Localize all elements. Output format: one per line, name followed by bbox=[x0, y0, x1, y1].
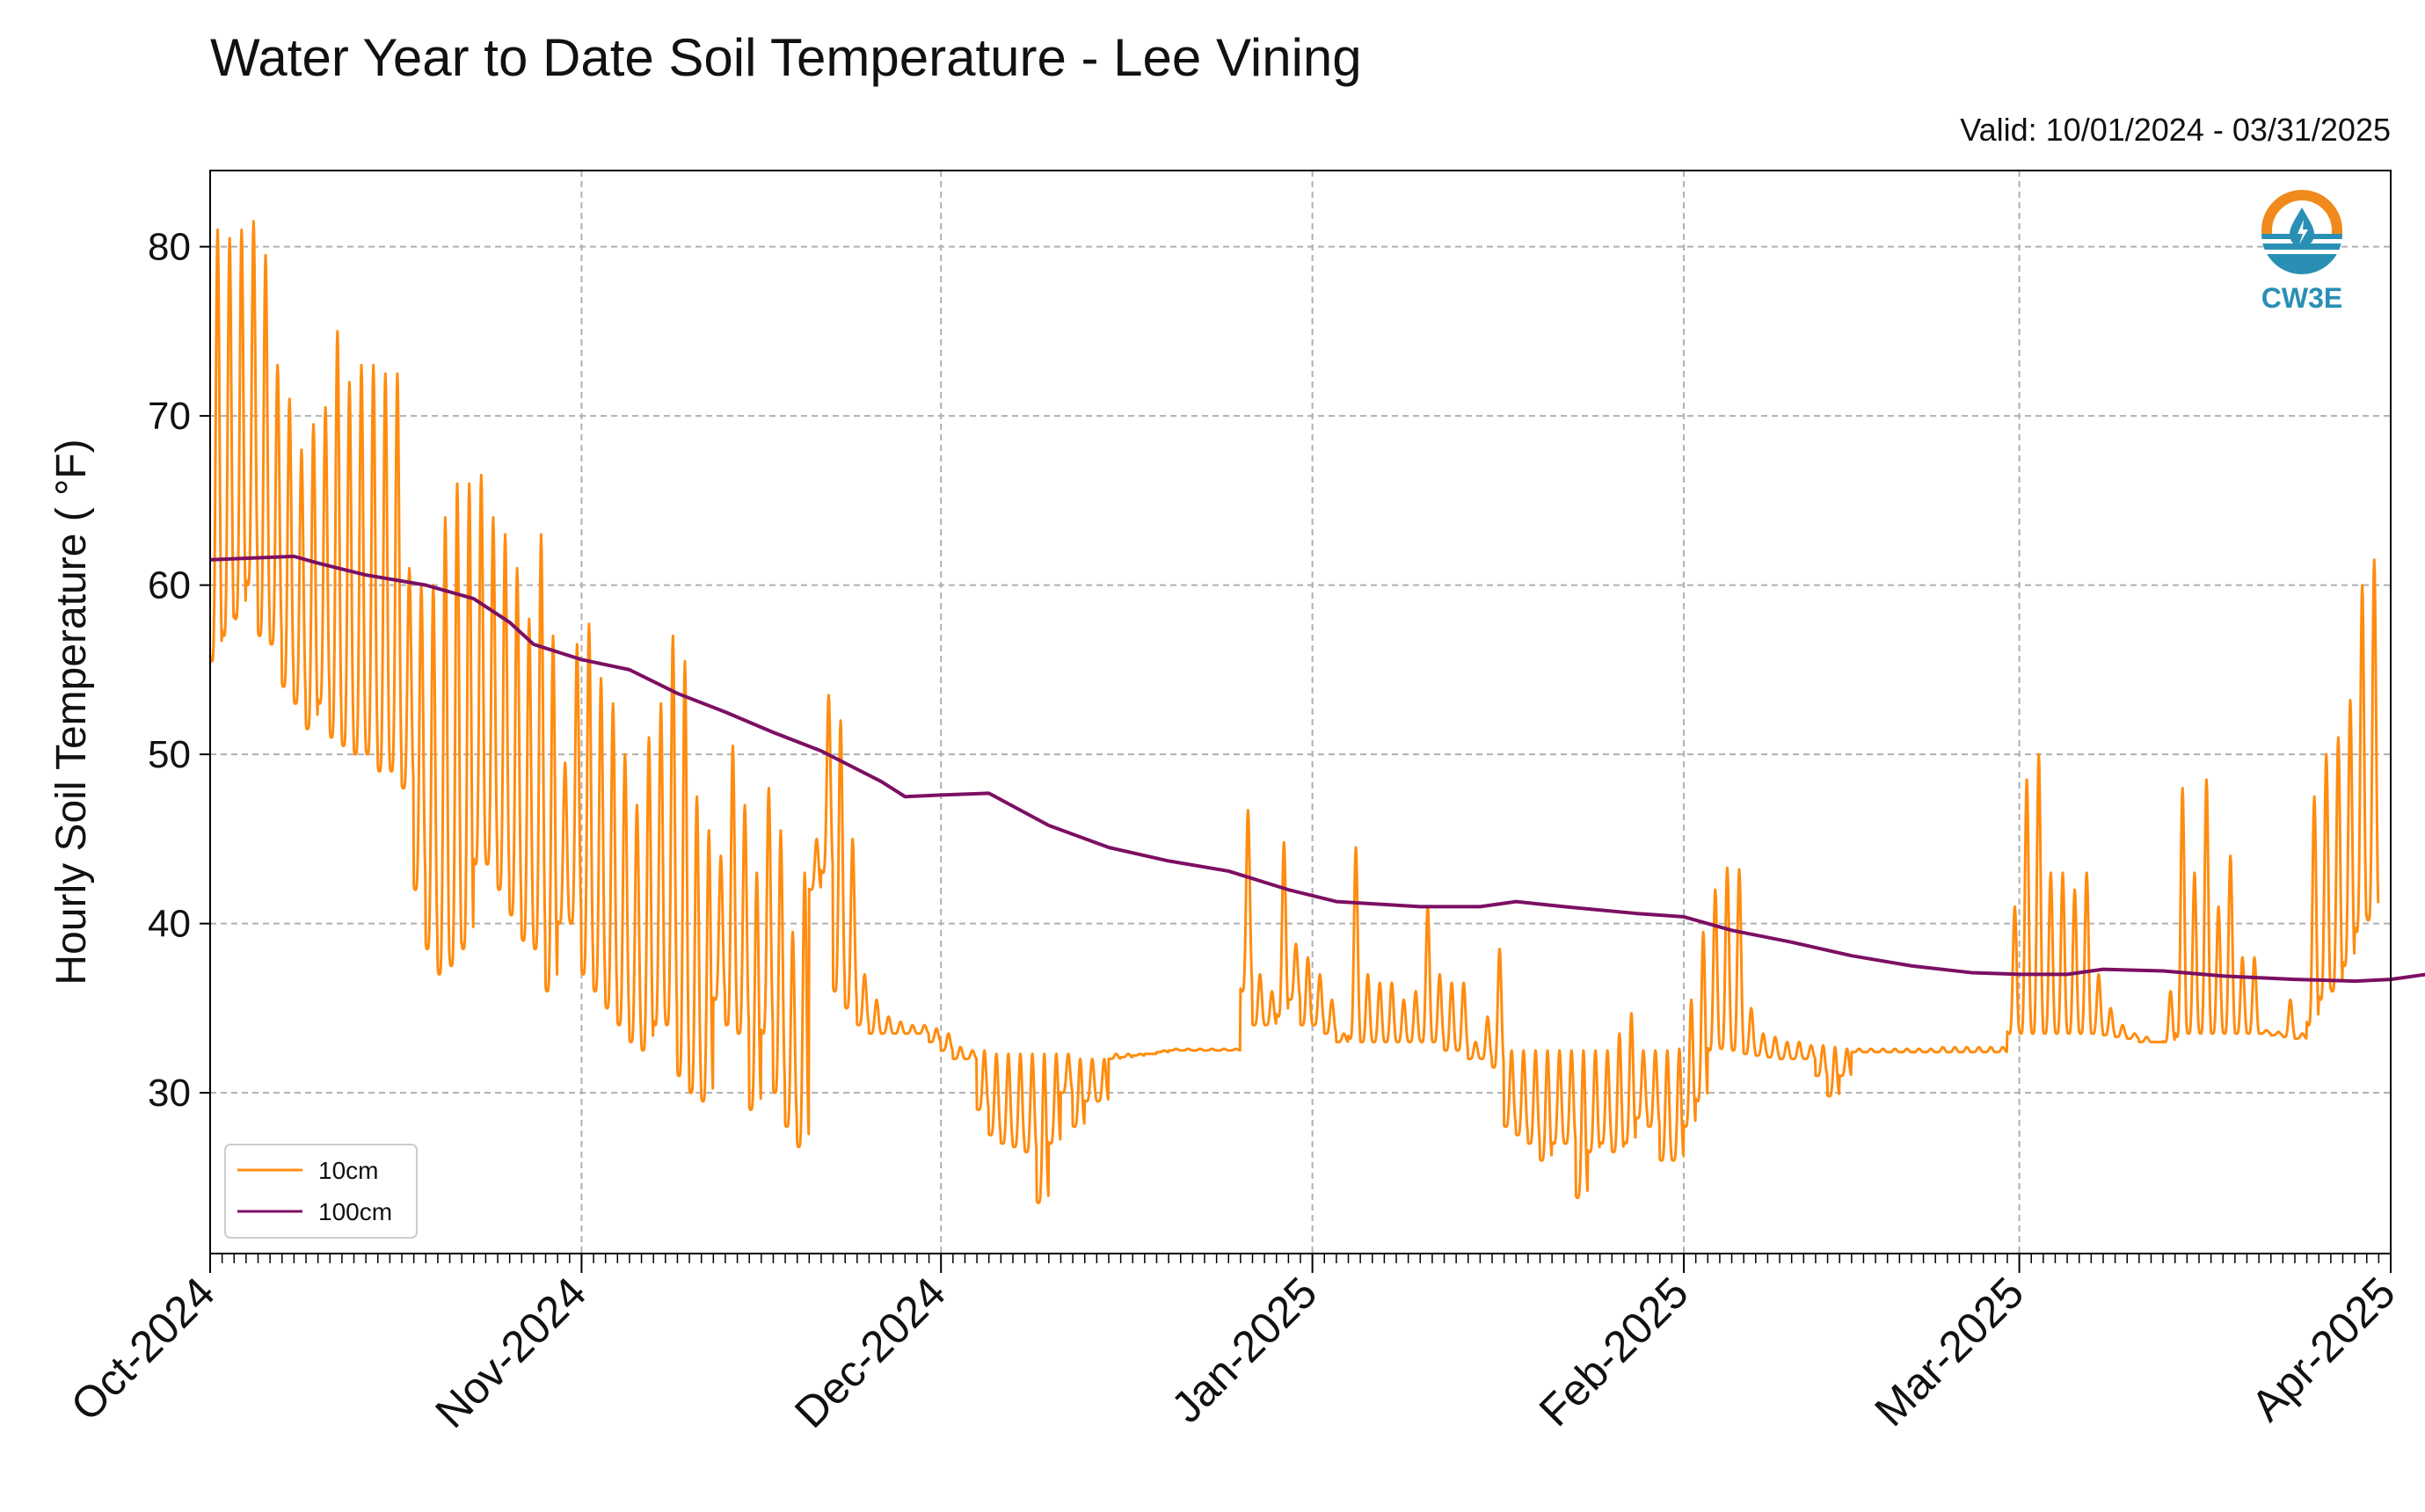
x-tick-label: Oct-2024 bbox=[62, 1268, 224, 1430]
x-tick-label: Dec-2024 bbox=[785, 1268, 955, 1437]
chart-title: Water Year to Date Soil Temperature - Le… bbox=[210, 28, 1362, 87]
x-tick-label: Mar-2025 bbox=[1865, 1268, 2033, 1436]
series-10cm bbox=[208, 220, 2380, 1204]
axis-ticks bbox=[200, 245, 2392, 1273]
plot-frame bbox=[209, 170, 2392, 1254]
line-100cm bbox=[209, 554, 2425, 984]
cw3e-water-drop-logo: CW3E bbox=[2261, 190, 2342, 314]
x-tick-label: Apr-2025 bbox=[2242, 1268, 2405, 1430]
grid-lines bbox=[210, 171, 2391, 1254]
y-axis-label: Hourly Soil Temperature ( °F) bbox=[48, 439, 95, 985]
legend-label-100cm: 100cm bbox=[318, 1198, 392, 1225]
y-tick-labels: 30 40 50 60 70 80 bbox=[148, 226, 191, 1116]
valid-range: Valid: 10/01/2024 - 03/31/2025 bbox=[1960, 112, 2391, 148]
legend: 10cm 100cm bbox=[224, 1144, 418, 1239]
x-tick-label: Nov-2024 bbox=[426, 1268, 595, 1437]
line-10cm bbox=[208, 220, 2380, 1204]
y-tick-label: 50 bbox=[148, 733, 191, 776]
y-tick-label: 70 bbox=[148, 395, 191, 438]
series-100cm bbox=[209, 554, 2425, 984]
logo-text: CW3E bbox=[2261, 282, 2342, 314]
y-tick-label: 40 bbox=[148, 903, 191, 946]
x-tick-labels: Oct-2024 Nov-2024 Dec-2024 Jan-2025 Feb-2025… bbox=[62, 1268, 2405, 1437]
legend-label-10cm: 10cm bbox=[318, 1157, 378, 1184]
y-tick-label: 60 bbox=[148, 564, 191, 607]
x-tick-label: Jan-2025 bbox=[1162, 1268, 1326, 1432]
x-tick-label: Feb-2025 bbox=[1530, 1268, 1698, 1436]
y-tick-label: 80 bbox=[148, 226, 191, 269]
y-tick-label: 30 bbox=[148, 1072, 191, 1115]
